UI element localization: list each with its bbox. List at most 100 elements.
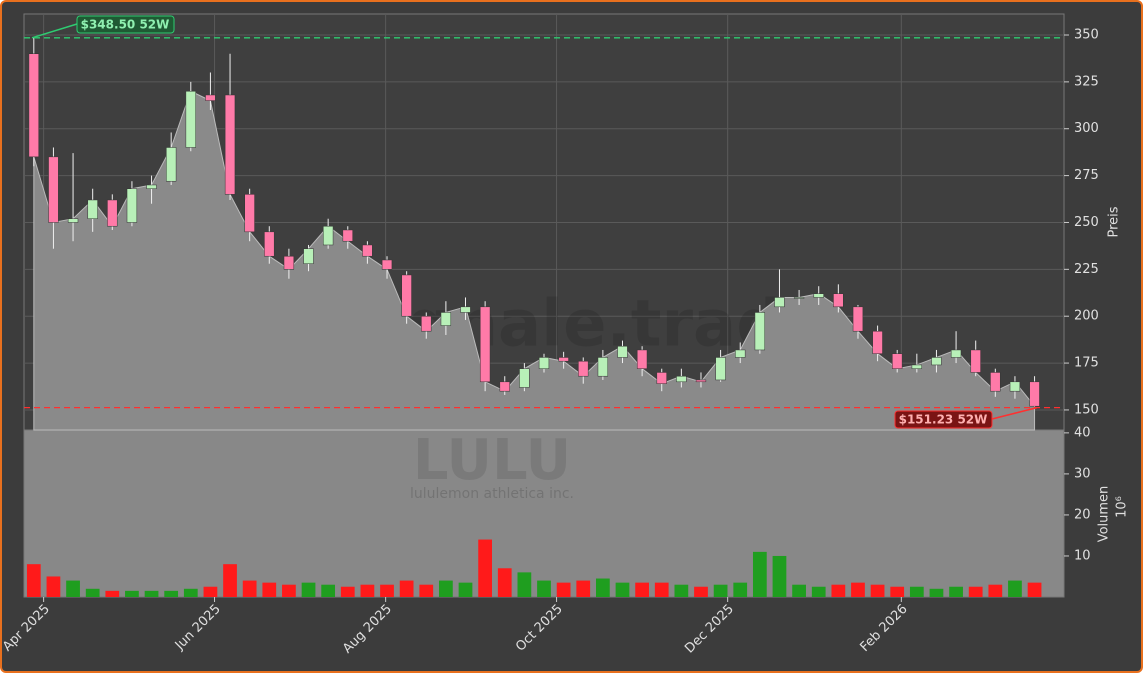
volume-bar	[1027, 582, 1042, 597]
volume-bar	[733, 582, 748, 597]
volume-bar	[615, 582, 630, 597]
candle-body	[48, 156, 59, 223]
candle-body	[401, 274, 412, 317]
candle-body	[303, 248, 314, 264]
company-watermark: lululemon athletica inc.	[410, 486, 574, 502]
volume-bar	[478, 539, 492, 597]
candle-body	[126, 188, 138, 223]
candle-body	[28, 53, 39, 158]
candle-body	[892, 353, 903, 369]
volume-bar	[105, 590, 120, 597]
candle-body	[519, 368, 530, 388]
volume-bar	[988, 584, 1003, 597]
candle-body	[911, 364, 922, 369]
candle-body	[872, 330, 883, 354]
volume-bar	[360, 584, 375, 597]
annotation-arrow	[991, 406, 1038, 420]
y-tick-label: 200	[1074, 309, 1099, 324]
volume-bar	[654, 582, 669, 597]
volume-bar	[66, 580, 80, 597]
candle-body	[440, 312, 452, 326]
candle-body	[499, 381, 510, 392]
candle-body	[146, 184, 157, 189]
volume-bar	[282, 584, 296, 597]
candle-body	[244, 194, 255, 233]
volume-axis-label: Volumen	[1097, 486, 1112, 543]
volume-bar	[439, 580, 453, 597]
volume-panel	[23, 429, 1065, 598]
volume-bar	[223, 564, 237, 597]
candle-body	[205, 94, 216, 101]
volume-bar	[556, 582, 571, 597]
volume-bar	[752, 551, 767, 597]
candle-body	[578, 360, 589, 377]
annotation-box	[76, 15, 175, 34]
y-axis-label: Preis	[1107, 206, 1122, 237]
candle-body	[597, 357, 609, 377]
candle-body	[695, 379, 707, 383]
candle-body	[421, 315, 432, 332]
candle-body	[342, 229, 353, 242]
volume-bar	[792, 584, 806, 597]
volume-bar	[596, 578, 610, 597]
volume-bar	[340, 586, 355, 597]
annotation-arrow	[31, 23, 78, 39]
candle-body	[1009, 381, 1021, 392]
candle-body	[322, 225, 334, 246]
candle-body	[87, 199, 98, 219]
volume-unit: 10⁶	[1115, 496, 1130, 518]
volume-bar	[870, 584, 885, 597]
volume-bar	[831, 584, 846, 597]
candle-body	[460, 306, 471, 313]
volume-bar	[968, 586, 983, 597]
volume-bar	[929, 588, 944, 597]
volume-bar	[772, 555, 787, 597]
volume-bar	[419, 584, 434, 597]
volume-bar	[517, 572, 532, 597]
candle-body	[793, 297, 805, 299]
candle-body	[931, 357, 942, 366]
candle-body	[166, 147, 177, 182]
volume-bar	[674, 584, 689, 597]
candle-body	[558, 357, 569, 362]
volume-bar	[890, 586, 905, 597]
y-tick-label: 150	[1074, 402, 1099, 417]
candle-body	[990, 372, 1001, 392]
candle-body	[774, 297, 785, 308]
candle-body	[362, 244, 373, 257]
y-tick-label: 350	[1074, 27, 1099, 42]
volume-tick-label: 10	[1074, 548, 1091, 563]
y-tick-label: 300	[1074, 121, 1099, 136]
volume-bar	[242, 580, 257, 597]
x-tick-label: Oct 2025	[513, 602, 566, 655]
volume-bar	[46, 576, 61, 597]
candle-body	[538, 357, 550, 369]
volume-bar	[399, 580, 414, 597]
volume-bar	[576, 580, 591, 597]
candle-body	[107, 199, 118, 227]
candle-body	[224, 94, 236, 195]
candle-body	[735, 349, 746, 358]
y-tick-label: 325	[1074, 74, 1099, 89]
candle-body	[1029, 381, 1040, 407]
volume-bar	[380, 584, 394, 597]
volume-tick-label: 40	[1074, 425, 1091, 440]
volume-bar	[713, 584, 728, 597]
candle-body	[67, 218, 79, 223]
x-tick-label: Dec 2025	[682, 602, 737, 657]
candle-body	[852, 306, 864, 332]
volume-bar	[85, 588, 100, 597]
y-tick-label: 250	[1074, 215, 1099, 230]
volume-bar	[262, 582, 277, 597]
volume-bar	[458, 582, 473, 597]
candle-body	[283, 255, 295, 270]
volume-bar	[26, 564, 41, 597]
volume-bar	[949, 586, 963, 597]
candle-body	[833, 293, 844, 308]
candle-body	[715, 357, 726, 381]
candle-body	[479, 306, 491, 383]
volume-bar	[909, 586, 924, 597]
x-tick-label: Jun 2025	[172, 602, 224, 654]
candle-body	[950, 349, 962, 358]
